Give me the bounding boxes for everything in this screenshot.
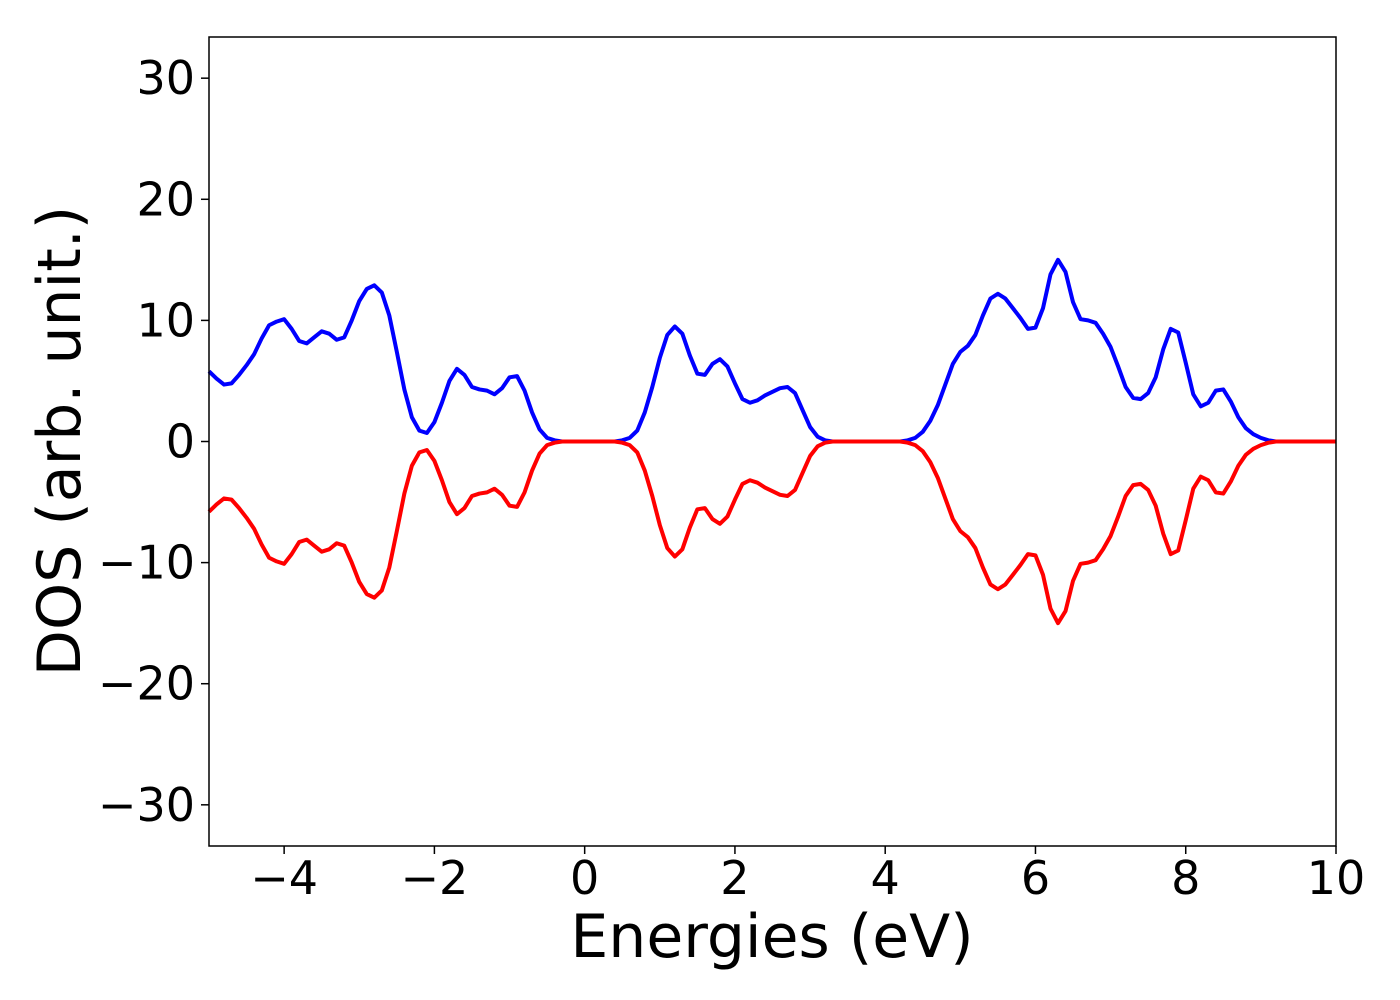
x-tick-label: 6: [1021, 851, 1050, 905]
x-tick-label: 2: [720, 851, 749, 905]
x-tick-label: 4: [871, 851, 900, 905]
x-tick-label: 0: [570, 851, 599, 905]
x-tick-label: −2: [400, 851, 468, 905]
plot-frame: [208, 36, 1337, 847]
series-line: [207, 439, 1336, 626]
series-line: [207, 257, 1336, 444]
y-tick-label: −30: [98, 778, 195, 832]
y-axis-label: DOS (arb. unit.): [25, 206, 95, 676]
y-tick-label: 20: [136, 172, 195, 226]
y-tick-label: −20: [98, 657, 195, 711]
x-tick-label: 8: [1171, 851, 1200, 905]
x-tick-label: 10: [1307, 851, 1366, 905]
y-tick-label: 30: [136, 51, 195, 105]
y-tick-label: −10: [98, 536, 195, 590]
y-tick-label: 0: [166, 415, 195, 469]
y-tick-label: 10: [136, 293, 195, 347]
x-axis-label: Energies (eV): [570, 902, 973, 972]
x-tick-label: −4: [250, 851, 318, 905]
